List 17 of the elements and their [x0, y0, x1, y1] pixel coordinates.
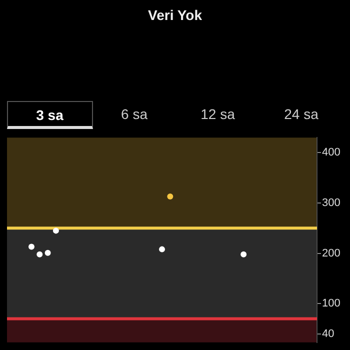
point — [28, 244, 34, 250]
point — [52, 228, 59, 234]
point — [159, 246, 165, 252]
y-tick-label: 200 — [322, 247, 340, 260]
y-tick-label: 100 — [322, 298, 340, 310]
text: 3 sa — [7, 101, 92, 129]
point — [36, 251, 43, 258]
text: 6 sa — [120, 105, 148, 124]
text: 24 sa — [283, 105, 320, 124]
text: 12 sa — [200, 105, 236, 124]
point — [240, 251, 247, 258]
point — [44, 250, 51, 256]
y-tick-label: 40 — [322, 328, 334, 340]
point — [167, 193, 174, 200]
chart-title: Veri Yok — [147, 7, 203, 23]
y-tick-label: 300 — [322, 197, 340, 210]
y-tick-label: 400 — [322, 146, 340, 159]
